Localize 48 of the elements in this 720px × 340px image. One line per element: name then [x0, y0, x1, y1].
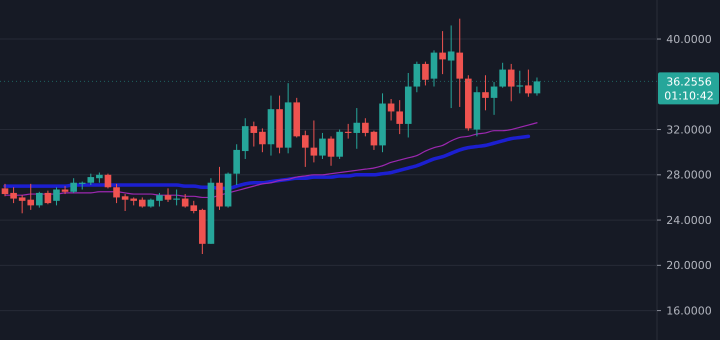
- candlestick: [27, 183, 34, 210]
- y-tick-label: 16.0000: [666, 304, 712, 318]
- candlestick: [302, 130, 309, 168]
- candlestick: [414, 61, 420, 93]
- candlestick: [53, 186, 60, 206]
- candlestick: [36, 191, 43, 208]
- candlestick: [482, 74, 489, 111]
- candlestick: [182, 194, 188, 208]
- candlestick: [448, 24, 454, 109]
- text: 01:10:42: [664, 89, 714, 102]
- candlestick: [113, 183, 120, 204]
- candlestick: [370, 130, 378, 150]
- candlestick: [250, 121, 258, 148]
- y-tick-label: 28.0000: [666, 168, 712, 182]
- candlestick: [362, 118, 369, 137]
- candlestick: [422, 61, 429, 86]
- ref-line-label: 36.2556: [666, 75, 712, 88]
- candlestick: [10, 186, 17, 204]
- candlestick: [104, 173, 112, 189]
- candlestick: [310, 120, 318, 163]
- candlestick: [319, 132, 326, 160]
- candlestick: [508, 63, 515, 102]
- candlestick: [525, 69, 532, 98]
- y-tick-label: 24.0000: [666, 214, 712, 227]
- candlestick: [70, 178, 77, 194]
- candlestick: [490, 82, 498, 116]
- candlestick: [534, 77, 540, 96]
- candlestick: [164, 188, 172, 202]
- candlestick: [88, 173, 94, 186]
- candlestick: [44, 190, 52, 205]
- candlestick: [328, 136, 334, 166]
- candlestick: [138, 196, 146, 208]
- candlestick: [190, 200, 198, 214]
- y-tick-label: 40.0000: [666, 32, 712, 46]
- candlestick: [18, 194, 26, 214]
- candlestick: [233, 144, 240, 186]
- candlestick: [388, 98, 394, 121]
- candlestick: [439, 30, 446, 75]
- candlestick: [396, 100, 403, 135]
- candlestick: [2, 183, 8, 197]
- candlestick: [156, 192, 163, 207]
- candlestick: [353, 108, 360, 150]
- y-tick-label: 32.0000: [666, 123, 712, 136]
- candlestick: [499, 62, 506, 88]
- candlestick: [216, 166, 223, 210]
- candlestick: [148, 198, 154, 208]
- y-tick-label: 20.0000: [666, 259, 712, 272]
- candlestick: [259, 128, 266, 153]
